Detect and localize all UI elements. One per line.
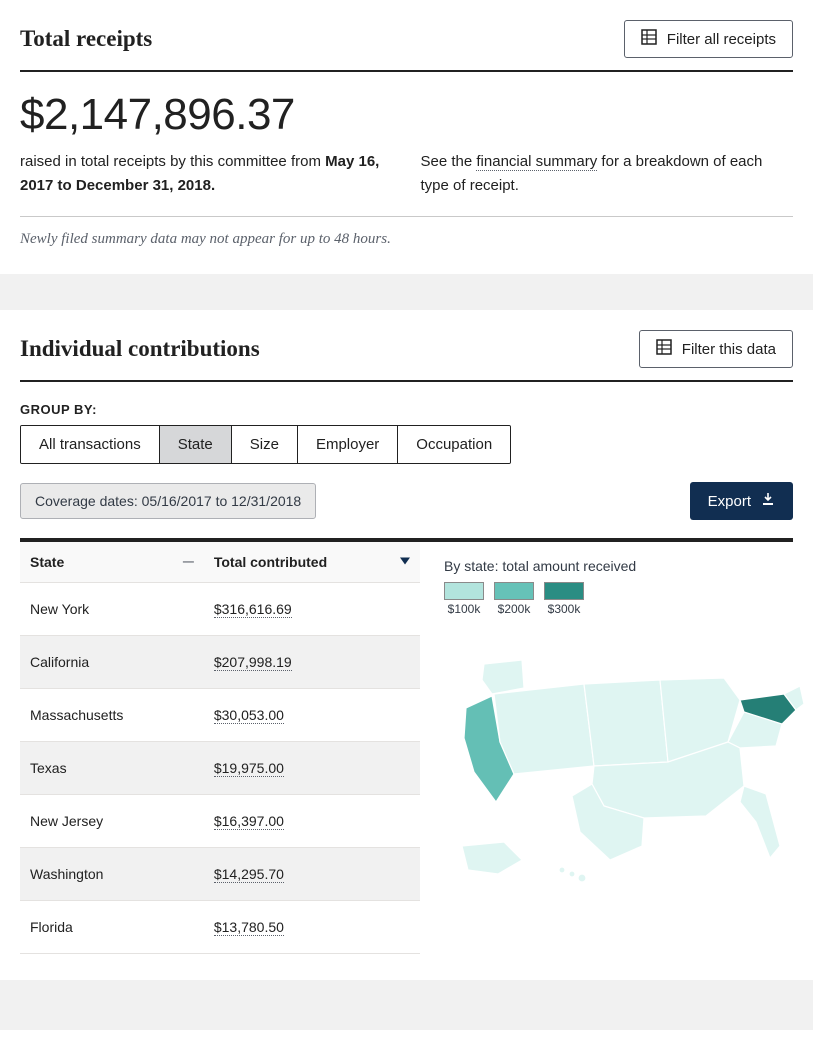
total-receipts-amount: $2,147,896.37 [20,90,793,140]
column-header-total-contributed[interactable]: Total contributed [204,542,420,583]
table-row: Washington $14,295.70 [20,848,420,901]
cell-amount: $19,975.00 [204,742,420,795]
table-row: Florida $13,780.50 [20,901,420,954]
amount-link[interactable]: $13,780.50 [214,919,284,936]
map-legend: $100k $200k $300k [444,582,804,616]
cell-state: California [20,636,204,689]
filter-all-receipts-label: Filter all receipts [667,31,776,48]
legend-item: $100k [444,582,484,616]
map-region-plains[interactable] [584,680,668,766]
table-row: California $207,998.19 [20,636,420,689]
cell-amount: $30,053.00 [204,689,420,742]
amount-link[interactable]: $30,053.00 [214,707,284,724]
cell-state: New Jersey [20,795,204,848]
group-by-label: GROUP BY: [20,402,793,417]
download-icon [761,492,775,510]
amount-link[interactable]: $16,397.00 [214,813,284,830]
contributions-by-state-table: State — Total contributed New York $316,6… [20,542,420,954]
legend-swatch [494,582,534,600]
legend-label: $200k [494,602,534,616]
table-icon [641,29,657,49]
legend-item: $300k [544,582,584,616]
map-state-hi[interactable] [559,867,565,873]
us-choropleth-map [444,646,804,899]
legend-swatch [544,582,584,600]
map-state-fl[interactable] [740,786,780,858]
cell-state: Massachusetts [20,689,204,742]
column-header-state-label: State [30,554,64,570]
individual-contributions-heading: Individual contributions [20,336,260,362]
amount-link[interactable]: $316,616.69 [214,601,292,618]
filter-all-receipts-button[interactable]: Filter all receipts [624,20,793,58]
cell-state: New York [20,583,204,636]
map-state-wa[interactable] [482,660,524,694]
receipts-raised-text: raised in total receipts by this committ… [20,150,393,198]
sort-indicator-desc-icon [400,556,410,569]
group-by-option-all-transactions[interactable]: All transactions [21,426,160,463]
cell-state: Texas [20,742,204,795]
table-row: Massachusetts $30,053.00 [20,689,420,742]
group-by-option-employer[interactable]: Employer [298,426,398,463]
financial-summary-link[interactable]: financial summary [476,153,597,171]
cell-amount: $14,295.70 [204,848,420,901]
legend-label: $300k [544,602,584,616]
cell-amount: $207,998.19 [204,636,420,689]
cell-amount: $16,397.00 [204,795,420,848]
export-label: Export [708,493,751,510]
group-by-option-occupation[interactable]: Occupation [398,426,510,463]
group-by-option-size[interactable]: Size [232,426,298,463]
map-region-mountain-west[interactable] [494,684,594,774]
table-icon [656,339,672,359]
cell-amount: $13,780.50 [204,901,420,954]
legend-item: $200k [494,582,534,616]
cell-state: Washington [20,848,204,901]
sort-indicator-neutral-icon: — [183,556,194,568]
legend-label: $100k [444,602,484,616]
table-row: Texas $19,975.00 [20,742,420,795]
column-header-state[interactable]: State — [20,542,204,583]
cell-amount: $316,616.69 [204,583,420,636]
coverage-dates-chip[interactable]: Coverage dates: 05/16/2017 to 12/31/2018 [20,483,316,519]
legend-swatch [444,582,484,600]
amount-link[interactable]: $19,975.00 [214,760,284,777]
amount-link[interactable]: $14,295.70 [214,866,284,883]
footer-band [0,980,813,1030]
cell-state: Florida [20,901,204,954]
see-prefix: See the [421,153,477,170]
map-state-hi-3[interactable] [578,874,586,882]
filter-this-data-label: Filter this data [682,341,776,358]
table-row: New Jersey $16,397.00 [20,795,420,848]
map-caption: By state: total amount received [444,558,804,574]
group-by-option-state[interactable]: State [160,426,232,463]
table-row: New York $316,616.69 [20,583,420,636]
map-state-hi-2[interactable] [569,871,575,877]
data-delay-notice: Newly filed summary data may not appear … [20,231,793,248]
export-button[interactable]: Export [690,482,793,520]
raised-prefix: raised in total receipts by this committ… [20,153,325,170]
group-by-segmented-control: All transactionsStateSizeEmployerOccupat… [20,425,511,464]
map-state-ak[interactable] [462,842,522,874]
section-divider-band [0,274,813,310]
amount-link[interactable]: $207,998.19 [214,654,292,671]
filter-this-data-button[interactable]: Filter this data [639,330,793,368]
total-receipts-heading: Total receipts [20,26,152,52]
receipts-summary-text: See the financial summary for a breakdow… [421,150,794,198]
column-header-amount-label: Total contributed [214,554,327,570]
